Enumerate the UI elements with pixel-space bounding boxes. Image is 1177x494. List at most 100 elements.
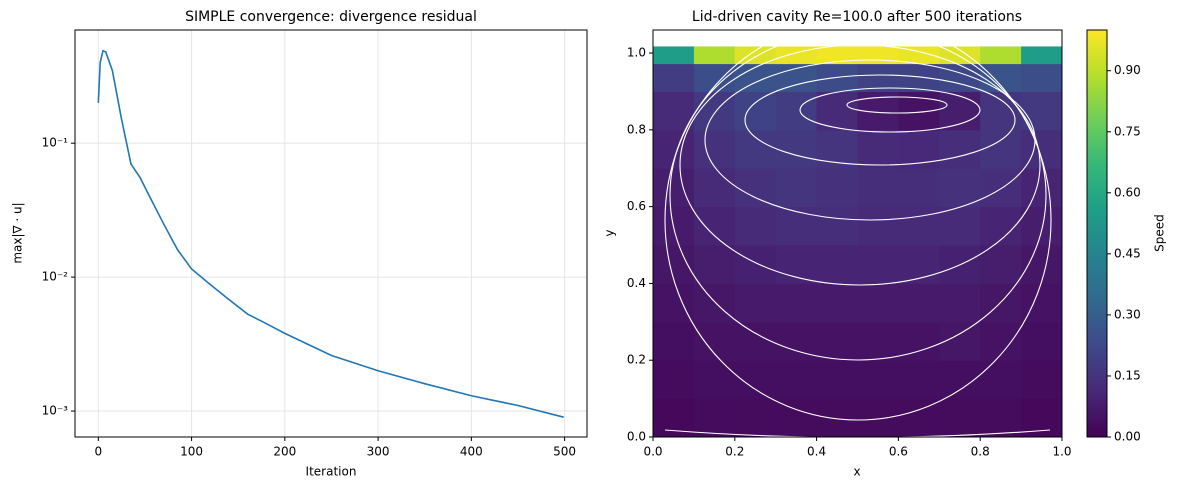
contour-cell — [1021, 168, 1062, 208]
contour-cell — [693, 360, 736, 400]
x-tick-label: 400 — [460, 445, 483, 459]
contour-cell — [1021, 63, 1062, 92]
contour-cell — [734, 206, 777, 246]
contour-cell — [816, 283, 858, 323]
contour-cell — [734, 398, 777, 437]
contour-cell — [898, 46, 940, 65]
colorbar — [1086, 29, 1108, 438]
contour-cell — [734, 91, 777, 131]
plot-background — [653, 30, 1062, 47]
y-tick-label: 10⁻³ — [42, 404, 69, 418]
contour-cell — [693, 321, 736, 361]
contour-cell — [693, 245, 736, 284]
colorbar-tick-label: 0.30 — [1114, 307, 1141, 321]
contour-cell — [857, 360, 899, 400]
contour-cell — [1021, 245, 1062, 284]
contour-cell — [734, 283, 777, 323]
contour-cell — [980, 360, 1022, 400]
contour-cell — [939, 206, 981, 246]
contour-cell — [693, 46, 736, 65]
contour-cell — [734, 168, 777, 208]
contour-cell — [775, 398, 818, 437]
contour-cell — [857, 245, 899, 284]
contour-cell — [816, 63, 858, 92]
y-tick-label: 1.0 — [627, 46, 646, 60]
contour-cell — [857, 283, 899, 323]
streamlines — [664, 30, 1052, 437]
contour-cell — [693, 206, 736, 246]
contour-cell — [857, 63, 899, 92]
x-tick-label: 0.2 — [725, 445, 744, 459]
contour-cell — [816, 46, 858, 65]
plot-frame — [74, 29, 588, 438]
contour-cell — [939, 398, 981, 437]
contour-cell — [939, 168, 981, 208]
contour-cell — [734, 245, 777, 284]
x-axis-label: x — [853, 465, 860, 479]
plot-frame — [652, 29, 1063, 438]
contour-cell — [980, 168, 1022, 208]
contour-cell — [857, 168, 899, 208]
contour-cell — [816, 398, 858, 437]
contour-cell — [775, 91, 818, 131]
contour-cell — [693, 283, 736, 323]
contour-cell — [693, 129, 736, 169]
contour-cell — [734, 321, 777, 361]
contour-cell — [939, 91, 981, 131]
line — [97, 49, 564, 418]
contour-cell — [653, 91, 695, 131]
y-tick-label: 0.6 — [627, 199, 646, 213]
colorbar-tick-label: 0.45 — [1114, 246, 1141, 260]
contour-cell — [980, 398, 1022, 437]
colorbar-tick-label: 0.15 — [1114, 368, 1141, 382]
contour-cell — [653, 63, 695, 92]
contour-cell — [980, 91, 1022, 131]
contour-cell — [693, 63, 736, 92]
contour-cell — [816, 168, 858, 208]
contour-cell — [898, 63, 940, 92]
chart-title: Lid-driven cavity Re=100.0 after 500 ite… — [692, 9, 1022, 25]
contour-cell — [734, 129, 777, 169]
contour-cell — [857, 46, 899, 65]
contour-cell — [816, 129, 858, 169]
colorbar-tick-label: 0.90 — [1114, 63, 1141, 77]
colorbar-tick-label: 0.00 — [1114, 430, 1141, 444]
y-tick-label: 10⁻¹ — [42, 136, 69, 150]
contour-cell — [693, 398, 736, 437]
contour-cell — [857, 398, 899, 437]
contour-cell — [693, 168, 736, 208]
contour-cell — [898, 398, 940, 437]
contour — [653, 30, 1062, 437]
y-tick-label: 0.8 — [627, 122, 646, 136]
x-tick-label: 0.8 — [971, 445, 990, 459]
contour-cell — [653, 360, 695, 400]
contour-cell — [898, 245, 940, 284]
contour-cell — [898, 129, 940, 169]
contour-cell — [1021, 321, 1062, 361]
x-tick-label: 0.4 — [807, 445, 826, 459]
x-tick-label: 200 — [273, 445, 296, 459]
x-tick-label: 100 — [180, 445, 203, 459]
y-tick-label: 0.2 — [627, 353, 646, 367]
contour-cell — [1021, 360, 1062, 400]
contour-cell — [816, 360, 858, 400]
contour-cell — [653, 283, 695, 323]
chart-title: SIMPLE convergence: divergence residual — [185, 9, 477, 25]
x-tick-label: 0.6 — [889, 445, 908, 459]
contour-cell — [693, 91, 736, 131]
contour-cell — [775, 360, 818, 400]
y-axis-label: y — [603, 229, 617, 236]
contour-cell — [980, 245, 1022, 284]
y-axis-label: max|∇ · u| — [11, 202, 25, 263]
contour-cell — [939, 283, 981, 323]
colorbar-label: Speed — [1153, 214, 1167, 252]
contour-cell — [653, 46, 695, 65]
x-tick-label: 0 — [94, 445, 102, 459]
x-tick-label: 300 — [367, 445, 390, 459]
contour-cell — [1021, 46, 1062, 65]
contour-cell — [857, 206, 899, 246]
contour-cell — [653, 321, 695, 361]
contour-cell — [816, 245, 858, 284]
colorbar-tick-label: 0.60 — [1114, 185, 1141, 199]
contour-cell — [898, 206, 940, 246]
